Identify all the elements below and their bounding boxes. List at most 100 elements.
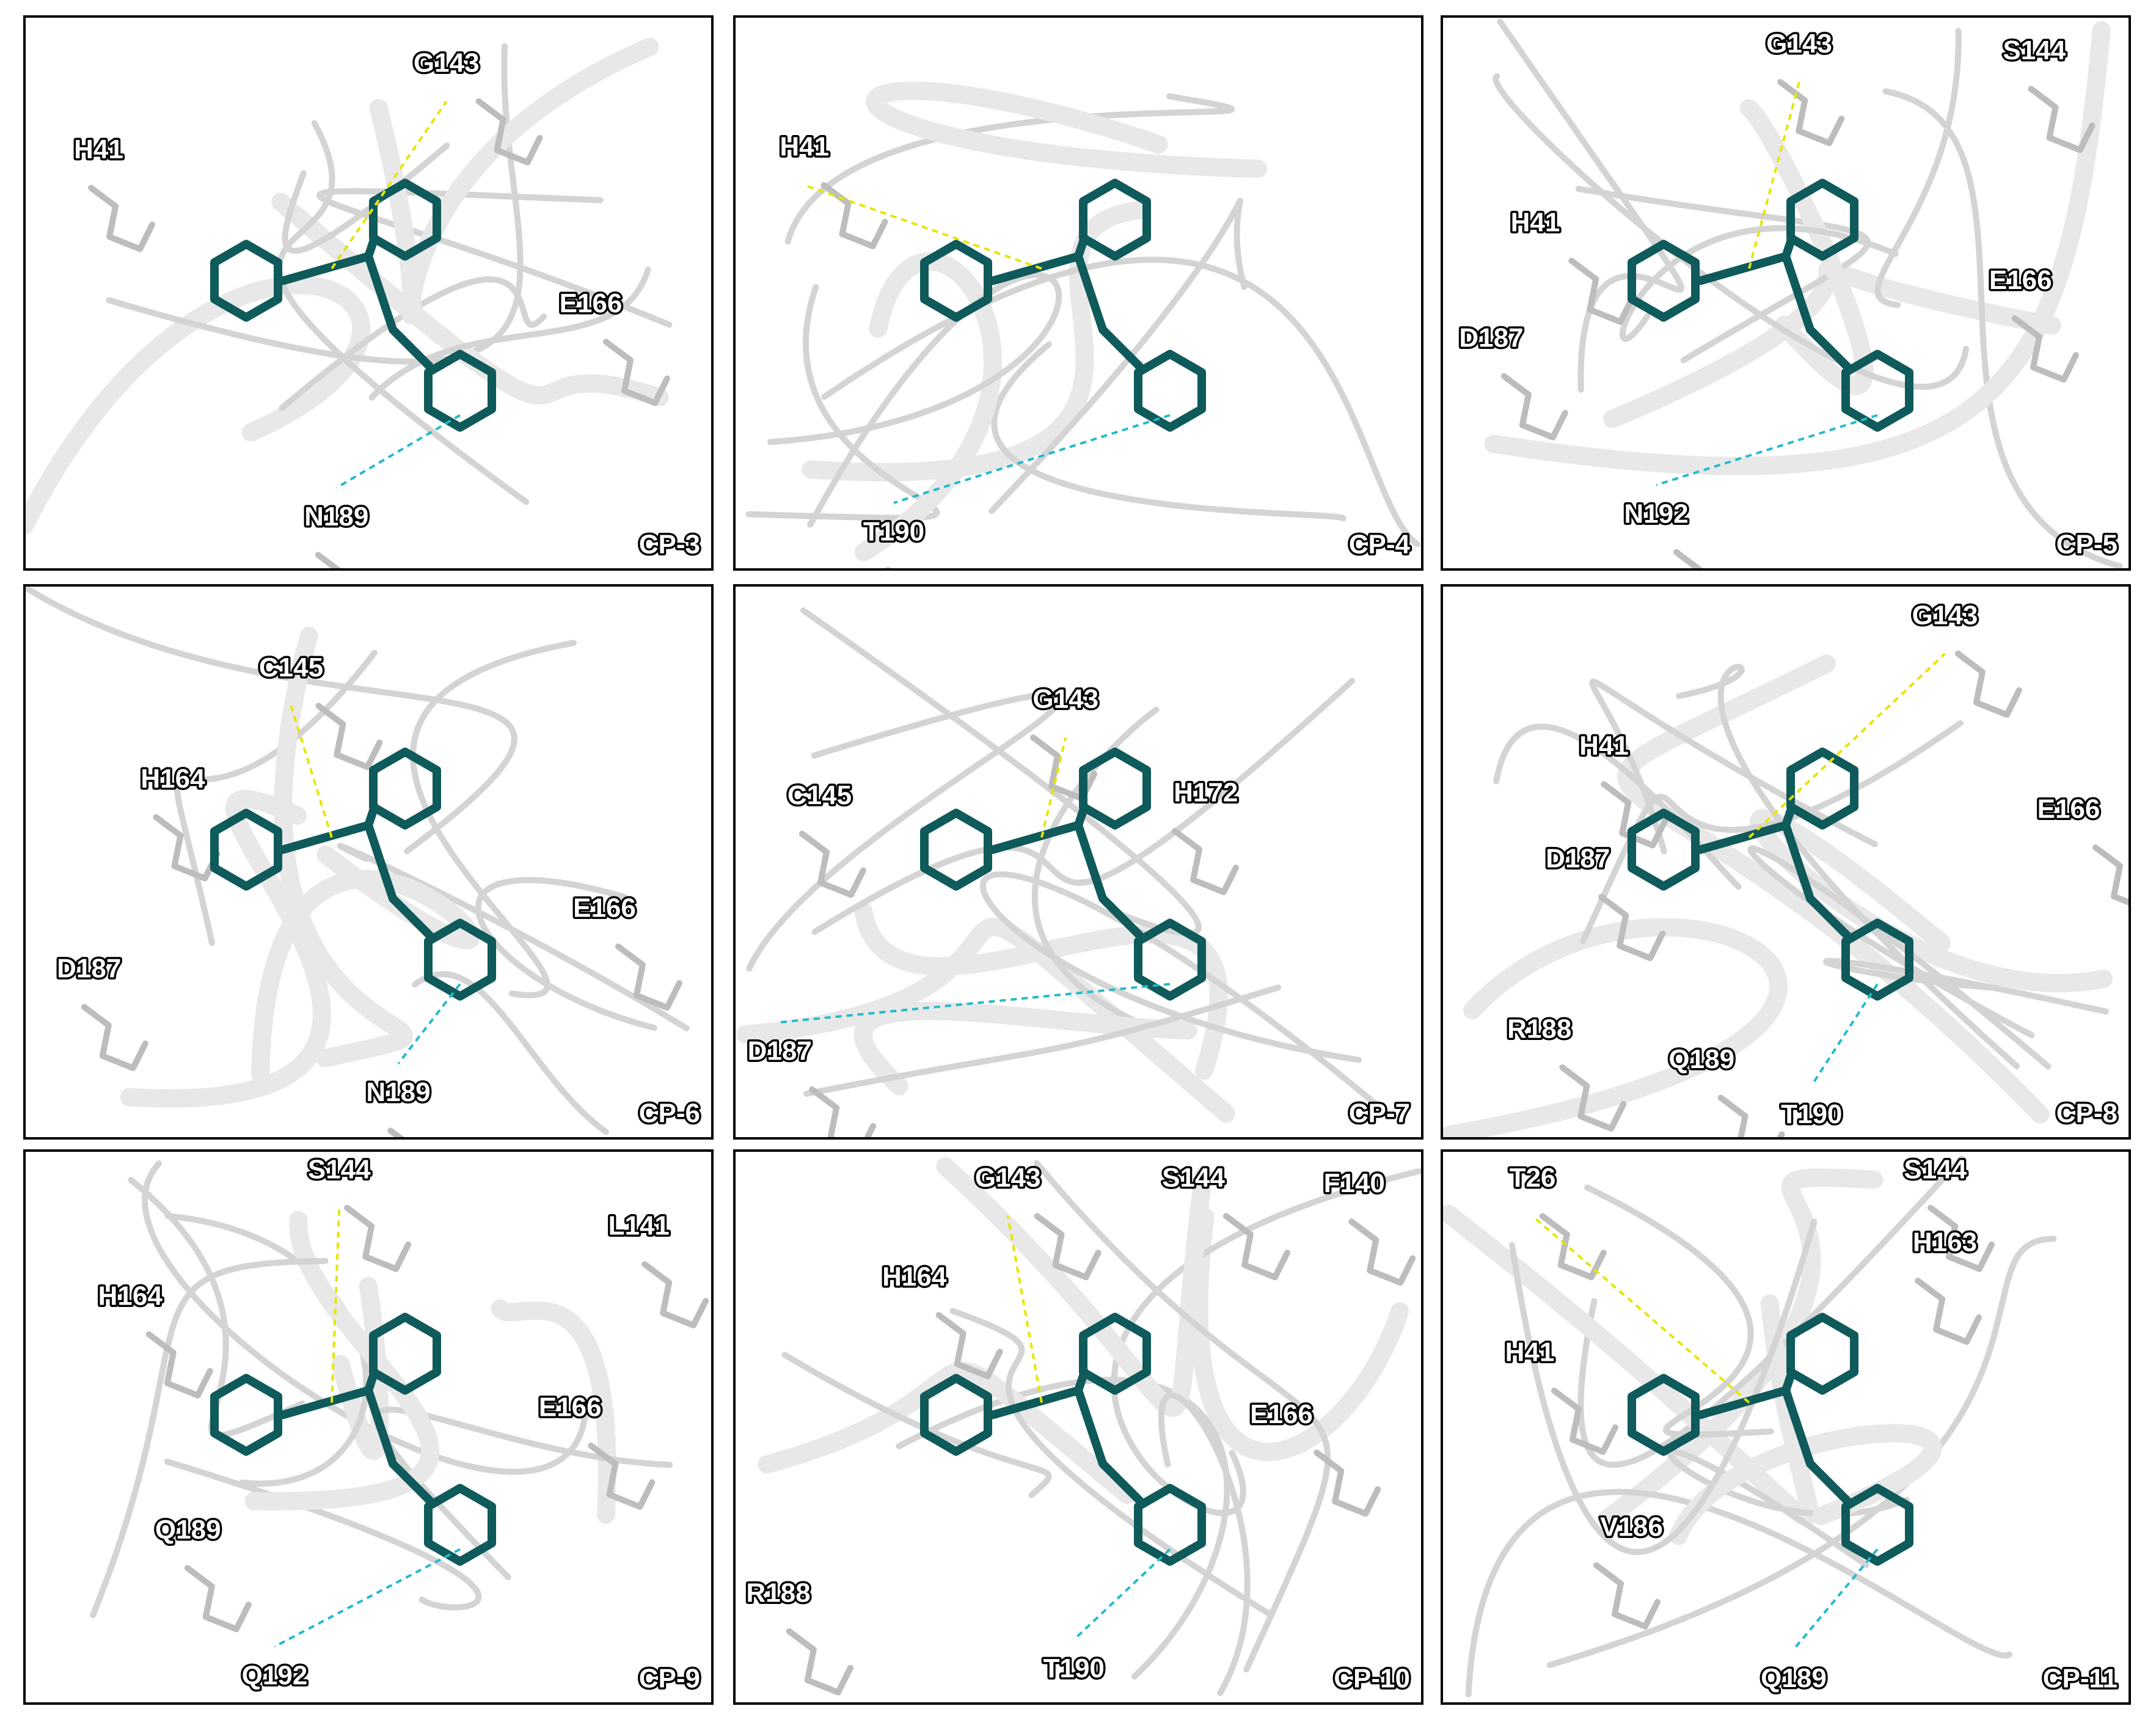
ring — [1628, 808, 1700, 891]
side-chain — [1717, 1094, 1785, 1138]
panel: G143 S144 F140 H164 E166 R188 T190 CP-10 — [733, 1149, 1423, 1728]
side-chain — [475, 98, 543, 166]
residue-label: S144 — [1162, 1163, 1225, 1193]
panel: S144 L141 H164 E166 Q189 Q192 CP-9 — [23, 1149, 714, 1705]
residue-label: N189 — [366, 1077, 430, 1107]
side-chain — [615, 943, 682, 1011]
residue-label: N192 — [1624, 499, 1688, 529]
side-chain — [798, 830, 866, 898]
panel: G143 H41 E166 N189 CP-3 — [23, 15, 714, 571]
ribbon — [1750, 809, 2113, 993]
ribbon — [745, 284, 940, 521]
residue-label: C145 — [259, 653, 323, 683]
ring — [369, 747, 441, 830]
side-chain — [1222, 1213, 1290, 1281]
side-chain — [1500, 373, 1568, 441]
ribbon — [1584, 1184, 1774, 1438]
ring — [920, 808, 992, 891]
residue-label: H41 — [1511, 207, 1560, 237]
ribbon — [244, 1210, 439, 1510]
ribbon — [800, 607, 1202, 937]
residue-label: T190 — [1043, 1653, 1105, 1683]
ribbon — [1617, 654, 2050, 1124]
residue-label: D187 — [748, 1036, 812, 1066]
ligand-bond — [988, 802, 1144, 940]
residue-label: H164 — [141, 764, 205, 794]
side-chain — [935, 1312, 1003, 1380]
ring — [920, 240, 992, 322]
panel-label: CP-10 — [1334, 1664, 1410, 1694]
ribbon — [1189, 1208, 1409, 1462]
side-chain — [81, 1004, 148, 1071]
residue-label: Q192 — [242, 1660, 308, 1690]
residue-label: H163 — [1913, 1228, 1977, 1258]
side-chain — [184, 1565, 252, 1633]
residue-label: R188 — [746, 1578, 810, 1608]
panel-label: CP-3 — [639, 530, 700, 560]
ring — [1079, 747, 1151, 830]
panel-label: CP-6 — [639, 1099, 700, 1129]
residue-label: R188 — [1507, 1014, 1571, 1044]
ring — [1786, 178, 1858, 261]
residue-label: G143 — [414, 48, 480, 78]
side-chain — [2011, 315, 2079, 383]
ribbon — [781, 1352, 1052, 1498]
ring — [1079, 1312, 1151, 1395]
panel-label: CP-7 — [1349, 1099, 1410, 1129]
ribbon — [1669, 1424, 1942, 1545]
pi-contact — [335, 414, 461, 489]
residue-label: E166 — [573, 893, 636, 923]
ribbon — [1546, 1236, 2057, 1668]
panel-border — [1441, 15, 2131, 571]
ligand-bond — [1696, 233, 1851, 371]
residue-label: S144 — [2003, 35, 2066, 65]
panel-label: CP-8 — [2056, 1099, 2118, 1129]
side-chain — [315, 703, 383, 771]
ring — [210, 808, 282, 891]
panel-border — [733, 1149, 1423, 1705]
ribbon — [1442, 918, 1788, 1138]
panel-border — [1441, 584, 2131, 1140]
panel-background — [1442, 16, 2130, 569]
h-bond — [1748, 653, 1946, 838]
side-chain — [588, 1443, 656, 1510]
side-chain — [1954, 650, 2022, 718]
ligand-bond — [1696, 1367, 1851, 1505]
ribbon — [1577, 1155, 1965, 1468]
ribbon — [896, 1377, 1230, 1680]
residue-label: C145 — [787, 780, 852, 810]
ribbon — [1676, 664, 2020, 1069]
panel-label: CP-4 — [1349, 530, 1411, 560]
pi-contact — [1656, 414, 1878, 486]
residue-label: H41 — [1579, 731, 1629, 761]
ribbon — [854, 252, 1002, 562]
ring — [1841, 350, 1913, 432]
side-chain — [315, 552, 343, 569]
panel: G143 H41 E166 D187 R188 Q189 T190 CP-8 — [1441, 584, 2131, 1140]
ribbon — [276, 120, 530, 505]
ribbon — [411, 971, 609, 1135]
h-bond — [290, 705, 333, 838]
side-chain — [1559, 1064, 1627, 1132]
pi-contact — [397, 983, 461, 1064]
residue-label: E166 — [539, 1393, 602, 1422]
side-chain — [1067, 1707, 1128, 1728]
panel-content — [24, 16, 712, 569]
side-chain — [2028, 86, 2096, 153]
side-chain — [602, 339, 670, 406]
side-chain — [1601, 781, 1668, 849]
residue-label: E166 — [2037, 794, 2100, 824]
panel-label: CP-9 — [639, 1664, 700, 1694]
residue-label: G143 — [975, 1163, 1041, 1193]
ribbon — [854, 902, 1228, 1080]
ribbon — [866, 81, 1268, 178]
side-chain — [1915, 1278, 1982, 1345]
ribbon — [1589, 678, 1878, 855]
side-chain — [1824, 1716, 1885, 1728]
ribbon — [24, 276, 371, 535]
ribbon — [746, 691, 1064, 972]
ribbon — [821, 257, 1420, 547]
side-chain — [1928, 1204, 1995, 1272]
ring — [1079, 178, 1151, 261]
